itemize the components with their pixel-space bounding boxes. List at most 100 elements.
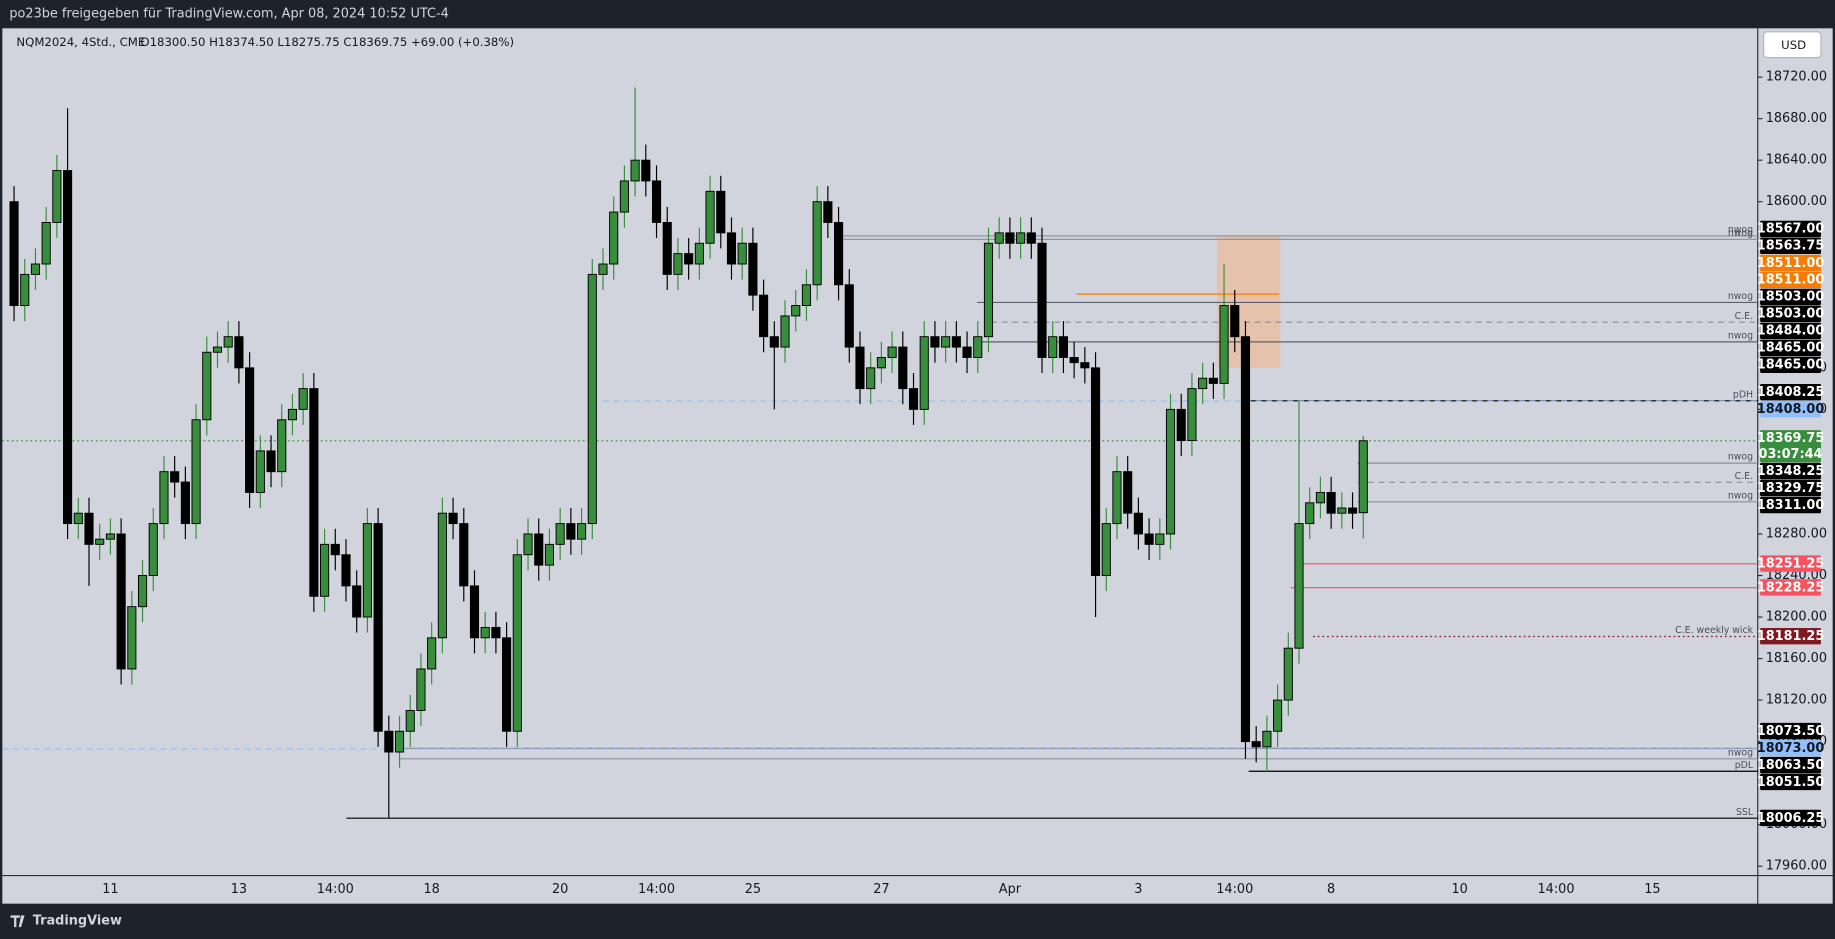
chart-background — [2, 28, 1833, 904]
price-tag — [1760, 479, 1821, 497]
price-tag-label: 18073.00 — [1757, 741, 1825, 756]
price-tag — [1760, 496, 1821, 514]
price-tag-label: 18465.00 — [1757, 358, 1825, 373]
brand-name: TradingView — [33, 914, 122, 929]
candle-body — [41, 222, 51, 265]
level-label: nwog — [1728, 291, 1753, 302]
candle-body — [1262, 730, 1272, 748]
currency-label[interactable]: USD — [1781, 38, 1806, 52]
price-tag — [1760, 722, 1821, 740]
y-tick-label: 17960.00 — [1766, 859, 1827, 874]
level-label: nwog — [1728, 228, 1753, 239]
candle-body — [202, 351, 212, 421]
candle-body — [1133, 512, 1143, 535]
candle-body — [1144, 533, 1154, 545]
candle-body — [769, 336, 779, 348]
candle-body — [437, 512, 447, 639]
candle-body — [1273, 699, 1283, 732]
candle-body — [223, 336, 233, 348]
candle-body — [394, 730, 405, 753]
candle-body — [1337, 507, 1347, 514]
candle-body — [309, 388, 319, 597]
candle-body — [555, 523, 565, 545]
price-tag-label: 18465.00 — [1757, 341, 1825, 356]
y-tick-label: 18160.00 — [1766, 651, 1827, 666]
candle-body — [962, 346, 972, 358]
x-tick-label: 14:00 — [1537, 882, 1574, 897]
price-tag-label: 18408.25 — [1757, 385, 1825, 400]
level-label: nwog — [1728, 331, 1753, 342]
candle-body — [641, 159, 651, 182]
candle-body — [427, 637, 437, 670]
price-tag-label: 18348.25 — [1757, 464, 1825, 479]
candle-body — [1294, 523, 1304, 649]
candle-body — [362, 523, 372, 618]
candle-body — [587, 273, 597, 525]
price-tag — [1760, 237, 1821, 255]
price-tag — [1760, 739, 1821, 757]
price-tag-label: 18073.50 — [1757, 724, 1825, 739]
candle-body — [1165, 408, 1176, 535]
x-tick-label: 14:00 — [638, 882, 675, 897]
price-tag — [1760, 809, 1821, 827]
candle-body — [63, 170, 73, 525]
candle-body — [212, 346, 223, 353]
x-tick-label: 11 — [102, 882, 118, 897]
candle-body — [298, 388, 308, 410]
candle-body — [876, 356, 886, 369]
price-tag — [1760, 462, 1821, 480]
candle-body — [983, 242, 994, 338]
y-tick-label: 18640.00 — [1766, 153, 1827, 168]
candle-body — [941, 336, 951, 348]
candle-body — [855, 346, 865, 390]
ohlc-legend: O18300.50 H18374.50 L18275.75 C18369.75 … — [140, 35, 514, 49]
candle-body — [480, 626, 490, 639]
candle-body — [116, 533, 126, 670]
candle-body — [341, 554, 351, 587]
candle-body — [73, 512, 83, 525]
candle-body — [1208, 377, 1218, 384]
price-tag-label: 18369.75 — [1757, 431, 1825, 446]
candle-body — [105, 533, 115, 540]
price-tag-label: 18311.00 — [1757, 498, 1825, 513]
price-tag-countdown: 03:07:44 — [1759, 447, 1823, 462]
candle-body — [994, 232, 1004, 244]
x-tick-label: 14:00 — [1216, 882, 1253, 897]
candle-body — [748, 242, 758, 296]
candles — [9, 87, 1368, 819]
candle-body — [673, 253, 683, 275]
level-label: pDL — [1735, 760, 1754, 771]
currency-button[interactable] — [1763, 31, 1822, 59]
x-tick-label: 3 — [1134, 882, 1142, 897]
candle-body — [1155, 533, 1165, 545]
price-tag — [1760, 322, 1821, 340]
candle-body — [30, 263, 41, 275]
candle-body — [930, 336, 940, 348]
candle-body — [1005, 232, 1015, 244]
level-label: nwog — [1728, 452, 1753, 463]
x-tick-label: 18 — [423, 882, 439, 897]
price-tag-label: 18051.50 — [1757, 775, 1825, 790]
level-label: nwog — [1728, 490, 1753, 501]
price-tag — [1760, 220, 1821, 238]
candle-body — [266, 450, 276, 473]
candle-body — [148, 523, 158, 576]
candle-body — [320, 543, 330, 597]
candle-body — [502, 637, 512, 732]
x-tick-label: 8 — [1327, 882, 1335, 897]
price-tag-label: 18511.00 — [1757, 273, 1825, 288]
price-tag-label: 18511.00 — [1757, 256, 1825, 271]
price-tag — [1760, 271, 1821, 289]
price-tag — [1760, 756, 1821, 774]
price-tag-label: 18408.00 — [1757, 402, 1825, 417]
price-tag-label: 18251.25 — [1757, 556, 1825, 571]
y-tick-label: 18200.00 — [1766, 610, 1827, 625]
candle-body — [245, 367, 255, 493]
candle-body — [801, 284, 812, 307]
candle-body — [405, 710, 415, 732]
candle-body — [1090, 367, 1101, 576]
candle-body — [170, 471, 180, 483]
candle-body — [459, 523, 469, 587]
candle-body — [137, 575, 148, 608]
candle-body — [127, 606, 137, 670]
